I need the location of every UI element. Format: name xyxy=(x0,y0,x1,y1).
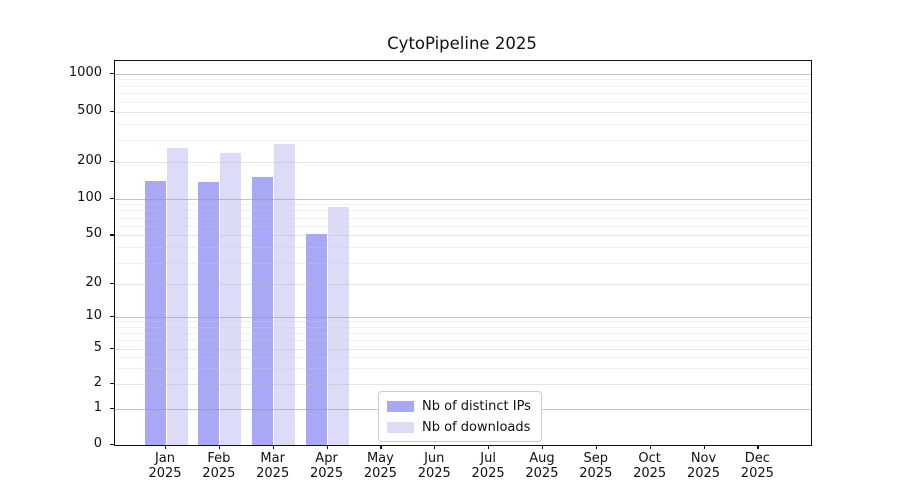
gridline-3 xyxy=(115,368,811,370)
y-tick-mark-500 xyxy=(110,110,114,113)
gridline-300 xyxy=(115,139,811,141)
x-tick-mark-oct xyxy=(649,445,651,449)
x-tick-mark-apr xyxy=(326,445,328,449)
x-tick-label-nov: Nov 2025 xyxy=(686,451,721,481)
gridline-4 xyxy=(115,357,811,359)
y-tick-label-50: 50 xyxy=(85,226,102,242)
y-tick-label-2: 2 xyxy=(93,374,102,390)
x-tick-mark-may xyxy=(380,445,382,449)
bar-distinct-ips-mar xyxy=(252,176,274,445)
y-tick-mark-5 xyxy=(110,347,114,349)
legend-swatch-downloads xyxy=(387,421,414,433)
x-tick-label-jan: Jan 2025 xyxy=(148,451,182,481)
gridline-40 xyxy=(115,247,811,249)
x-tick-mark-aug xyxy=(541,445,544,449)
y-tick-label-20: 20 xyxy=(85,274,102,290)
plot-area xyxy=(114,60,812,446)
y-tick-mark-1 xyxy=(110,407,114,410)
y-tick-label-5: 5 xyxy=(93,339,102,355)
bar-distinct-ips-feb xyxy=(198,181,220,445)
x-tick-mark-nov xyxy=(703,445,705,449)
x-tick-label-feb: Feb 2025 xyxy=(202,451,236,481)
gridline-80 xyxy=(115,210,811,212)
legend-label-distinct-ips: Nb of distinct IPs xyxy=(422,398,531,414)
gridline-90 xyxy=(115,204,811,206)
y-tick-label-1000: 1000 xyxy=(68,64,102,80)
gridline-5 xyxy=(115,348,811,350)
y-tick-label-100: 100 xyxy=(77,189,102,205)
x-tick-label-mar: Mar 2025 xyxy=(256,451,290,481)
gridline-20 xyxy=(115,283,811,285)
legend-item-downloads: Nb of downloads xyxy=(387,418,531,436)
bar-downloads-jan xyxy=(166,148,188,445)
x-tick-label-aug: Aug 2025 xyxy=(525,451,559,481)
gridline-50 xyxy=(115,235,811,237)
gridline-6 xyxy=(115,340,811,342)
gridline-60 xyxy=(115,225,811,227)
x-tick-mark-sep xyxy=(595,445,597,449)
x-tick-label-dec: Dec 2025 xyxy=(740,451,774,481)
x-tick-label-apr: Apr 2025 xyxy=(310,451,344,481)
x-tick-mark-jan xyxy=(165,445,167,449)
x-tick-mark-jun xyxy=(434,445,436,449)
x-tick-label-sep: Sep 2025 xyxy=(579,451,613,481)
x-tick-mark-dec xyxy=(757,445,759,449)
bar-downloads-feb xyxy=(220,152,242,445)
gridline-600 xyxy=(115,101,811,103)
x-tick-mark-jul xyxy=(488,445,490,449)
y-tick-mark-50 xyxy=(110,234,114,236)
legend-item-distinct-ips: Nb of distinct IPs xyxy=(387,397,531,415)
legend-swatch-distinct-ips xyxy=(387,400,414,412)
gridline-30 xyxy=(115,262,811,264)
gridline-70 xyxy=(115,217,811,219)
y-tick-label-200: 200 xyxy=(77,152,102,168)
chart-title: CytoPipeline 2025 xyxy=(387,34,537,53)
y-tick-mark-2 xyxy=(110,382,114,385)
gridline-900 xyxy=(115,79,811,81)
y-tick-mark-200 xyxy=(110,160,114,163)
gridline-10 xyxy=(115,316,811,318)
y-tick-mark-10 xyxy=(110,315,114,317)
bar-distinct-ips-apr xyxy=(306,234,328,445)
x-tick-mark-mar xyxy=(272,445,274,449)
y-tick-mark-20 xyxy=(110,282,114,285)
gridline-100 xyxy=(115,198,811,200)
gridline-2 xyxy=(115,383,811,385)
gridline-700 xyxy=(115,93,811,95)
gridline-7 xyxy=(115,332,811,334)
x-tick-label-jun: Jun 2025 xyxy=(417,451,451,481)
gridline-8 xyxy=(115,326,811,328)
gridline-200 xyxy=(115,161,811,163)
y-tick-mark-1000 xyxy=(110,72,114,74)
x-tick-label-may: May 2025 xyxy=(363,451,397,481)
gridline-500 xyxy=(115,111,811,113)
y-tick-mark-0 xyxy=(110,444,114,446)
y-tick-mark-100 xyxy=(110,197,114,199)
gridline-9 xyxy=(115,321,811,323)
y-tick-label-10: 10 xyxy=(85,307,102,323)
bar-downloads-apr xyxy=(328,206,350,445)
bar-distinct-ips-jan xyxy=(144,180,166,445)
gridline-800 xyxy=(115,85,811,87)
y-tick-label-500: 500 xyxy=(77,102,102,118)
x-tick-mark-feb xyxy=(218,445,221,449)
gridline-400 xyxy=(115,124,811,126)
bar-downloads-mar xyxy=(274,144,296,445)
y-tick-label-1: 1 xyxy=(93,399,102,415)
legend: Nb of distinct IPs Nb of downloads xyxy=(378,391,542,442)
y-tick-label-0: 0 xyxy=(93,436,102,451)
x-tick-label-jul: Jul 2025 xyxy=(471,451,505,481)
gridline-1000 xyxy=(115,73,811,75)
legend-label-downloads: Nb of downloads xyxy=(422,419,531,435)
x-tick-label-oct: Oct 2025 xyxy=(633,451,667,481)
